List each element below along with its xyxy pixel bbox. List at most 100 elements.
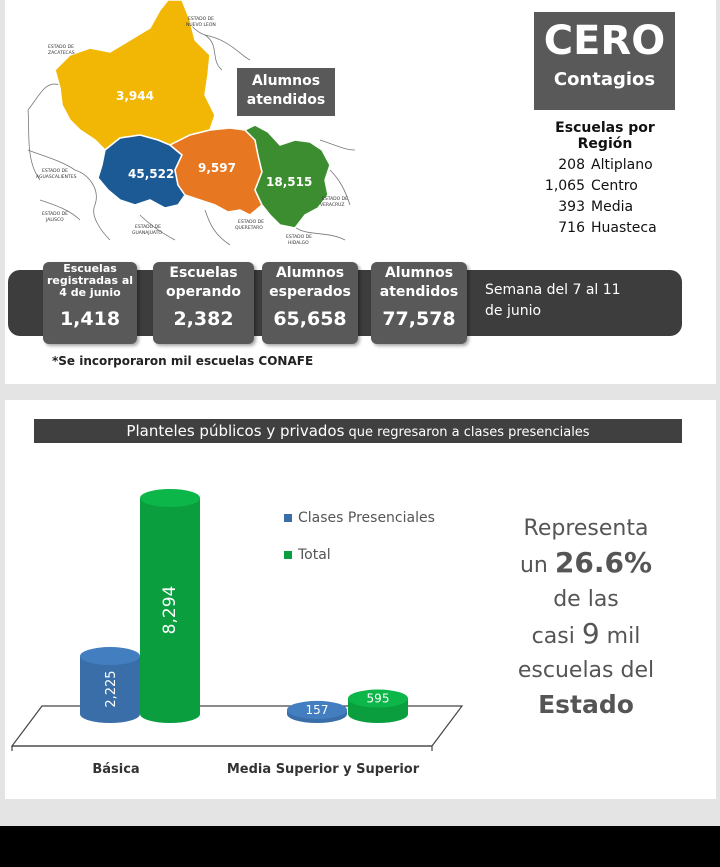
state-label-guanajuato-2: GUANAJUATO: [132, 230, 162, 236]
stat-alumnos-esperados: Alumnos esperados 65,658: [262, 262, 358, 344]
region-media: [168, 127, 263, 216]
alumnos-box-line2: atendidos: [246, 92, 326, 108]
data-label: 2,225: [104, 670, 119, 707]
region-count: 1,065: [544, 178, 585, 194]
bar-top: [348, 689, 408, 708]
region-name: Altiplano: [591, 157, 653, 173]
region-row: 208 Altiplano: [530, 155, 680, 176]
region-count: 716: [558, 220, 585, 236]
chart-title-secondary: que regresaron a clases presenciales: [344, 425, 590, 440]
region-row: 393 Media: [530, 197, 680, 218]
state-labels: ESTADO DE NUEVO LEON ESTADO DE ZACATECAS…: [36, 16, 348, 246]
alumnos-atendidos-box: Alumnos atendidos: [237, 68, 335, 116]
legend-item: Clases Presenciales: [284, 510, 435, 526]
bar-total-1: 595: [348, 689, 408, 723]
stat-value: 77,578: [382, 308, 456, 330]
state-label-nuevo-leon-1: ESTADO DE: [188, 16, 214, 22]
stat-escuelas-operando: Escuelas operando 2,382: [153, 262, 254, 344]
region-map: 3,944 45,522 9,597 18,515 ESTADO DE NUEV…: [27, 0, 356, 246]
stat-label-line: 4 de junio: [59, 286, 121, 299]
region-centro: [97, 134, 186, 209]
representa-line2: un 26.6%: [519, 546, 653, 579]
stat-label-line: esperados: [269, 284, 351, 300]
state-label-queretaro-1: ESTADO DE: [238, 219, 264, 225]
semana-text: Semana del 7 al 11 de junio: [485, 282, 621, 319]
bar-chart: 2,225 8,294 157 595 Básica Media Superior y…: [10, 489, 464, 777]
stat-value: 65,658: [273, 308, 347, 330]
representa-line3: de las: [553, 587, 619, 612]
legend-item: Total: [284, 547, 435, 563]
region-row: 716 Huasteca: [530, 218, 680, 239]
state-label-jalisco-1: ESTADO DE: [42, 211, 68, 217]
map-value-altiplano: 3,944: [116, 89, 154, 103]
cero-subtitle: Contagios: [553, 69, 656, 90]
map-value-huasteca: 18,515: [266, 175, 312, 189]
chart-legend: Clases Presenciales Total: [284, 510, 435, 584]
bar-total-0: 8,294: [140, 489, 200, 723]
map-value-media: 9,597: [198, 161, 236, 175]
map-value-centro: 45,522: [128, 167, 174, 181]
alumnos-box-line1: Alumnos: [251, 73, 321, 89]
region-name: Huasteca: [591, 220, 657, 236]
bar-clases-presenciales-0: 2,225: [80, 647, 140, 723]
legend-label: Clases Presenciales: [298, 510, 435, 526]
state-label-jalisco-2: JALISCO: [45, 217, 64, 223]
category-label-basica: Básica: [92, 762, 139, 777]
legend-swatch: [284, 551, 292, 559]
stat-label-line: operando: [165, 284, 242, 300]
stat-label-line: atendidos: [379, 284, 459, 300]
cero-title: CERO: [543, 18, 666, 64]
stat-label-line: Alumnos: [384, 265, 454, 281]
region-name: Centro: [591, 178, 638, 194]
region-name: Media: [591, 199, 634, 215]
category-label-media-superior: Media Superior y Superior: [227, 762, 420, 777]
bar-clases-presenciales-1: 157: [287, 700, 347, 723]
stat-label-line: registradas al: [46, 274, 134, 287]
region-huasteca: [243, 124, 331, 229]
stat-escuelas-registradas: Escuelas registradas al 4 de junio 1,418: [43, 262, 137, 344]
legend-label: Total: [298, 547, 331, 563]
escuelas-por-region: Escuelas por Región 208 Altiplano 1,065 Ce…: [530, 120, 680, 239]
region-row: 1,065 Centro: [530, 176, 680, 197]
footnote: *Se incorporaron mil escuelas CONAFE: [52, 354, 314, 368]
state-label-zacatecas-1: ESTADO DE: [48, 44, 74, 50]
stat-value: 2,382: [173, 308, 234, 330]
representa-line1: Representa: [523, 516, 649, 541]
state-label-veracruz-1: ESTADO DE: [322, 196, 348, 202]
chart-title: Planteles públicos y privados que regres…: [34, 419, 682, 443]
data-label: 595: [367, 692, 390, 706]
state-label-zacatecas-2: ZACATECAS: [48, 50, 75, 56]
stat-alumnos-atendidos: Alumnos atendidos 77,578: [371, 262, 467, 344]
region-count: 393: [558, 199, 585, 215]
state-label-aguascalientes-2: AGUASCALIENTES: [36, 174, 77, 180]
representa-line6: Estado: [538, 690, 634, 719]
region-altiplano: [54, 0, 216, 152]
bar-body: [80, 656, 140, 723]
state-label-nuevo-leon-2: NUEVO LEON: [186, 22, 216, 28]
chart-title-main: Planteles públicos y privados: [126, 422, 345, 440]
stat-value: 1,418: [59, 308, 121, 330]
data-label: 8,294: [160, 586, 180, 635]
cero-contagios-box: CERO Contagios: [534, 12, 675, 110]
stat-label-line: Alumnos: [275, 265, 345, 281]
state-label-hidalgo-1: ESTADO DE: [286, 234, 312, 240]
stat-label-line: Escuelas: [63, 262, 117, 275]
legend-swatch: [284, 514, 292, 522]
bar-top: [287, 700, 347, 719]
stat-label-line: Escuelas: [169, 265, 238, 281]
data-label: 157: [306, 703, 329, 717]
state-label-hidalgo-2: HIDALGO: [288, 240, 309, 246]
state-label-aguascalientes-1: ESTADO DE: [42, 168, 68, 174]
state-label-queretaro-2: QUERETARO: [235, 225, 263, 231]
bar-top: [140, 489, 200, 507]
bar-body: [140, 498, 200, 723]
region-title: Escuelas por Región: [555, 120, 655, 152]
state-label-guanajuato-1: ESTADO DE: [135, 224, 161, 230]
representa-text: Representa un 26.6% de las casi 9 mil es…: [510, 512, 662, 722]
region-count: 208: [558, 157, 585, 173]
bottom-black-bar: [0, 826, 720, 867]
representa-line5: escuelas del: [517, 658, 655, 683]
bar-top: [80, 647, 140, 666]
state-label-veracruz-2: VERACRUZ: [320, 202, 344, 208]
representa-line4: casi 9 mil: [531, 617, 641, 650]
